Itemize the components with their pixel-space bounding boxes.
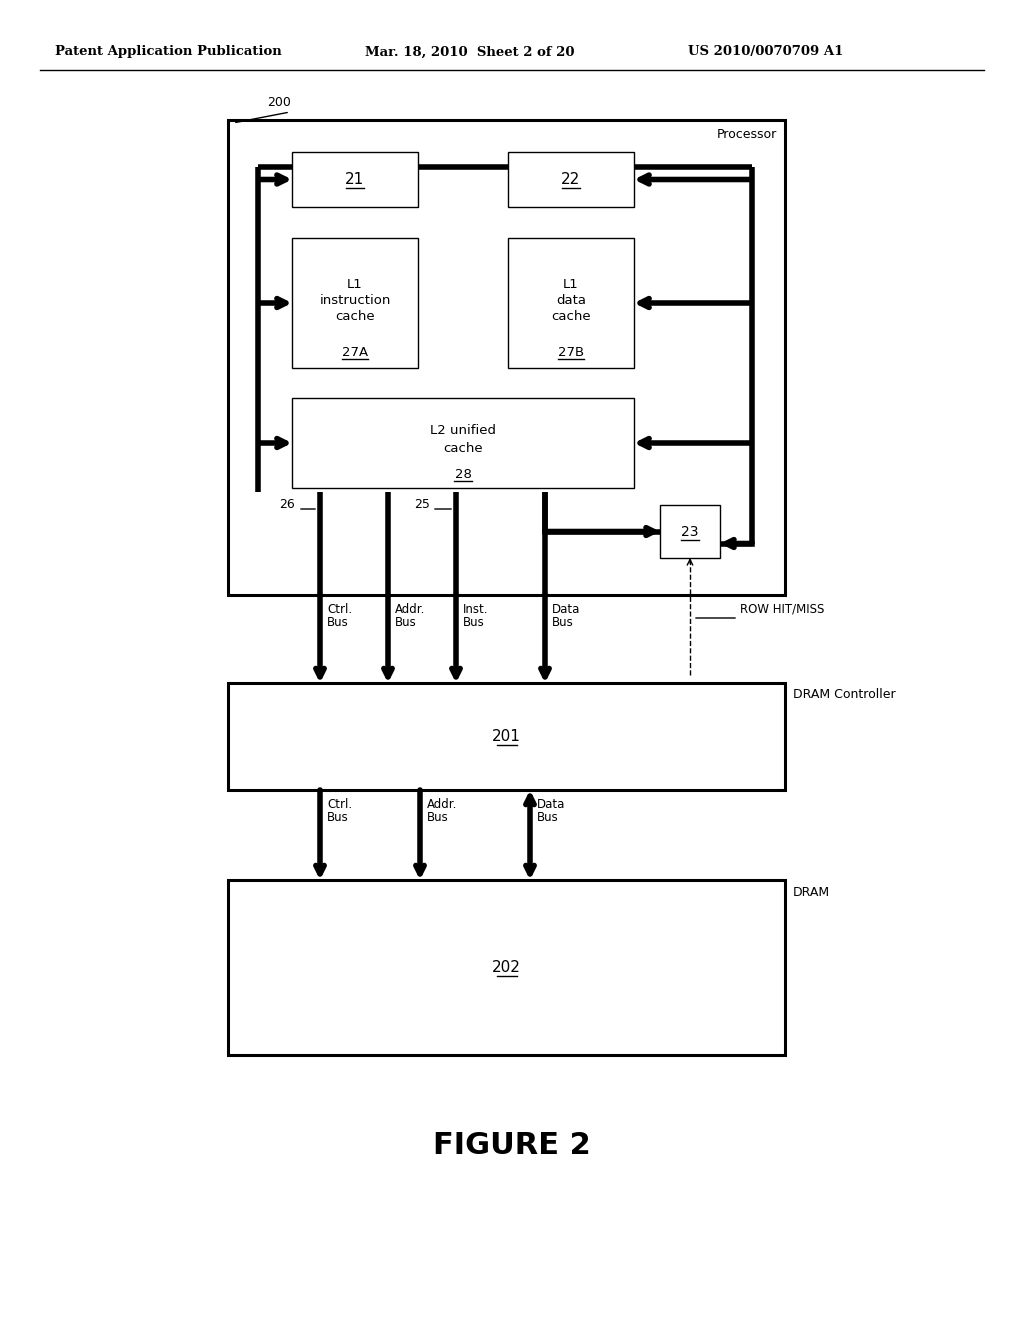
Text: 27A: 27A [342,346,368,359]
Text: cache: cache [443,441,482,454]
Bar [228,682,785,789]
Text: 22: 22 [561,172,581,187]
Text: Ctrl.: Ctrl. [327,603,352,616]
Text: Data: Data [537,799,565,810]
Text: Bus: Bus [552,616,573,630]
Bar [508,238,634,368]
Text: Bus: Bus [463,616,484,630]
Text: DRAM: DRAM [793,886,830,899]
Text: Ctrl.: Ctrl. [327,799,352,810]
Text: cache: cache [335,310,375,323]
Text: L1: L1 [347,279,362,292]
Bar [228,880,785,1055]
Text: ROW HIT/MISS: ROW HIT/MISS [740,602,824,615]
Text: Bus: Bus [427,810,449,824]
Text: Processor: Processor [717,128,777,140]
Text: Bus: Bus [537,810,559,824]
Text: Bus: Bus [327,810,349,824]
Text: 200: 200 [267,96,291,110]
Text: 201: 201 [493,729,521,744]
Text: FIGURE 2: FIGURE 2 [433,1130,591,1159]
Text: US 2010/0070709 A1: US 2010/0070709 A1 [688,45,844,58]
Text: Addr.: Addr. [427,799,458,810]
Text: 202: 202 [493,960,521,975]
Text: Bus: Bus [327,616,349,630]
Text: Addr.: Addr. [395,603,425,616]
Text: 28: 28 [455,467,471,480]
Bar [660,506,720,558]
Text: L2 unified: L2 unified [430,425,496,437]
Text: 23: 23 [681,524,698,539]
Text: Data: Data [552,603,581,616]
Bar [508,152,634,207]
Text: Mar. 18, 2010  Sheet 2 of 20: Mar. 18, 2010 Sheet 2 of 20 [365,45,574,58]
Text: DRAM Controller: DRAM Controller [793,689,896,701]
Bar [292,238,418,368]
Text: Bus: Bus [395,616,417,630]
Text: Patent Application Publication: Patent Application Publication [55,45,282,58]
Text: 26: 26 [280,498,295,511]
Text: cache: cache [551,310,591,323]
Bar [292,399,634,488]
Bar [292,152,418,207]
Text: Inst.: Inst. [463,603,488,616]
Text: 27B: 27B [558,346,584,359]
Text: instruction: instruction [319,294,391,308]
Text: L1: L1 [563,279,579,292]
Text: 25: 25 [414,498,430,511]
Text: 21: 21 [345,172,365,187]
Text: data: data [556,294,586,308]
FancyBboxPatch shape [228,120,785,595]
